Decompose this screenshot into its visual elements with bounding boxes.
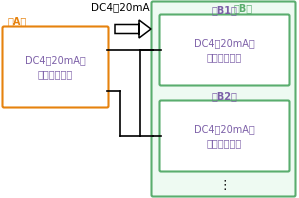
Text: DC4～20mAを
入力する機器: DC4～20mAを 入力する機器: [194, 124, 255, 148]
Text: ⋮: ⋮: [218, 179, 231, 191]
FancyBboxPatch shape: [2, 27, 109, 108]
FancyBboxPatch shape: [159, 101, 289, 171]
Text: （B）: （B）: [234, 3, 253, 13]
FancyBboxPatch shape: [152, 2, 295, 196]
FancyBboxPatch shape: [159, 14, 289, 86]
Text: （A）: （A）: [8, 16, 27, 26]
Text: （B2）: （B2）: [212, 91, 237, 101]
Polygon shape: [115, 20, 151, 38]
Text: DC4～20mA: DC4～20mA: [91, 2, 149, 12]
Text: DC4～20mAを
入力する機器: DC4～20mAを 入力する機器: [194, 38, 255, 62]
Text: DC4～20mAを
出力する機器: DC4～20mAを 出力する機器: [25, 55, 86, 79]
Text: （B1）: （B1）: [212, 5, 237, 15]
